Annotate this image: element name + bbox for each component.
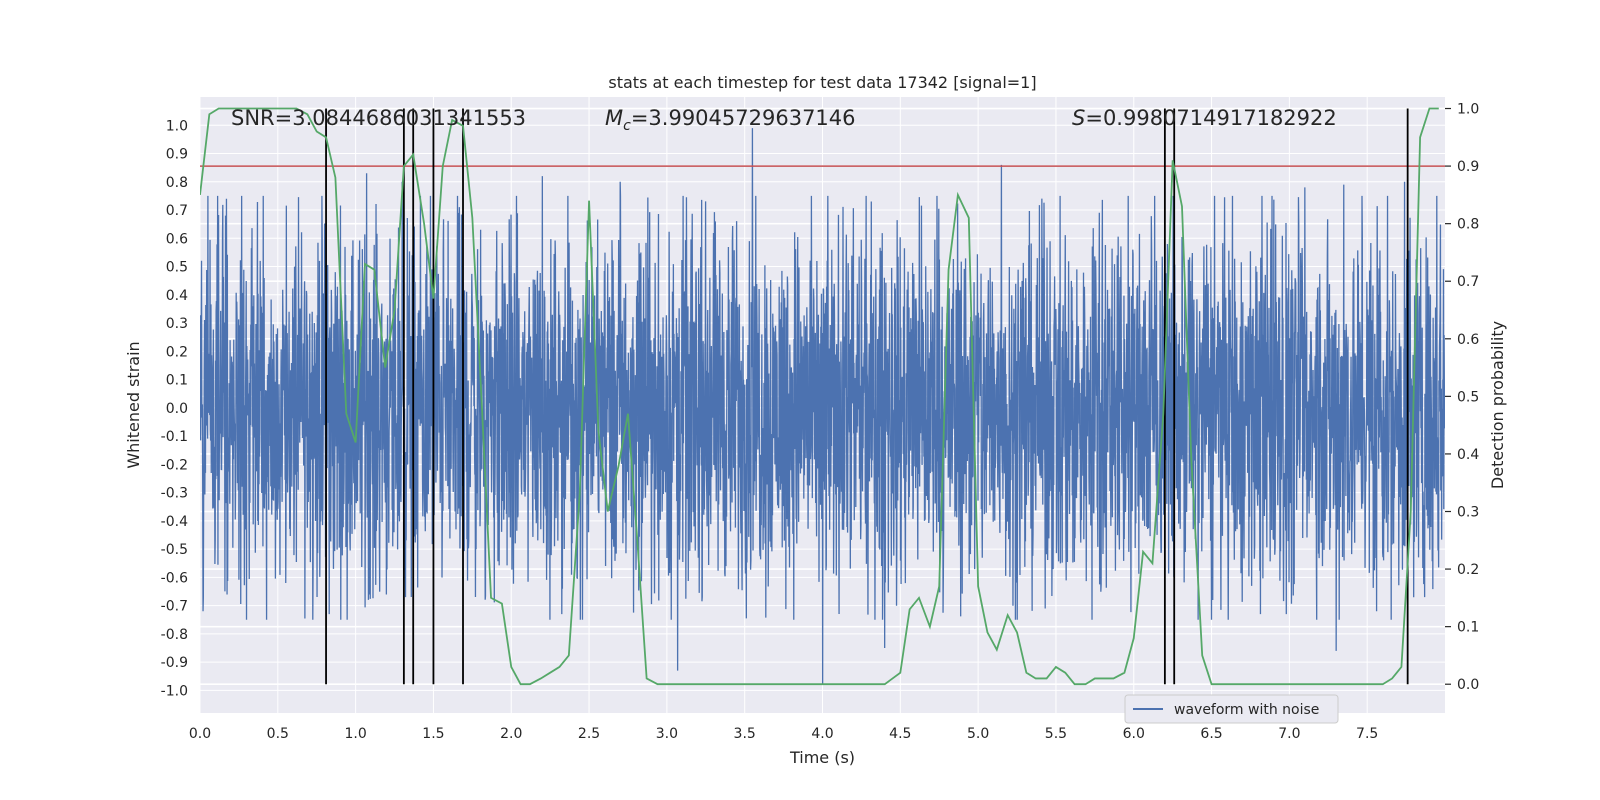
y2-tick-label: 0.4 [1457, 447, 1479, 463]
y-tick-label: -0.5 [161, 542, 188, 558]
x-tick-label: 6.0 [1123, 726, 1145, 742]
x-tick-label: 6.5 [1200, 726, 1222, 742]
y2-tick-label: 0.5 [1457, 389, 1479, 405]
legend-box [1124, 694, 1339, 724]
y2-tick-label: 0.9 [1457, 159, 1479, 175]
y-tick-label: -0.8 [161, 627, 188, 643]
y-tick-label: 0.3 [166, 316, 188, 332]
x-tick-label: 2.0 [500, 726, 522, 742]
plot-area [200, 107, 1445, 686]
y-tick-label: 1.0 [166, 118, 188, 134]
x-tick-label: 3.0 [656, 726, 678, 742]
y-tick-label: -0.3 [161, 486, 188, 502]
snr-annotation: SNR=3.0844686031341553 [231, 106, 526, 130]
y-tick-label: 0.0 [166, 401, 188, 417]
y-tick-label: 0.6 [166, 231, 188, 247]
waveform-series [200, 128, 1445, 685]
mc-value: =3.99045729637146 [631, 106, 856, 130]
y2-tick-label: 0.3 [1457, 505, 1479, 521]
y-tick-label: 0.4 [166, 288, 188, 304]
x-tick-label: 5.5 [1045, 726, 1067, 742]
x-axis-ticks: 0.0 0.5 1.0 1.5 2.0 2.5 3.0 3.5 4.0 4.5 5.0 5.5 6.0 6… [189, 726, 1378, 742]
probability-series-line [200, 107, 1439, 686]
s-value: =0.9980714917182922 [1085, 106, 1336, 130]
y-tick-label: 0.7 [166, 203, 188, 219]
x-tick-label: 0.0 [189, 726, 211, 742]
y2-tick-label: 0.7 [1457, 274, 1479, 290]
y-tick-label: -0.1 [161, 429, 188, 445]
x-tick-label: 7.5 [1356, 726, 1378, 742]
x-tick-label: 4.0 [811, 726, 833, 742]
legend: waveform with noise [1124, 694, 1339, 724]
y-tick-label: 0.2 [166, 344, 188, 360]
mc-symbol: M [605, 106, 623, 130]
y2-tick-label: 0.8 [1457, 217, 1479, 233]
y-tick-label: -1.0 [161, 683, 188, 699]
x-tick-label: 1.5 [422, 726, 444, 742]
y-tick-label: -0.9 [161, 655, 188, 671]
legend-entry-waveform: waveform with noise [1174, 702, 1319, 718]
y2-tick-label: 0.0 [1457, 677, 1479, 693]
y-tick-label: -0.4 [161, 514, 188, 530]
event-lines [325, 108, 1409, 685]
mc-subscript: c [623, 118, 631, 134]
s-annotation: S=0.9980714917182922 [1072, 106, 1337, 130]
x-tick-label: 4.5 [889, 726, 911, 742]
x-tick-label: 1.0 [344, 726, 366, 742]
y2-tick-label: 1.0 [1457, 102, 1479, 118]
y-tick-label: 0.9 [166, 147, 188, 163]
waveform-trace [200, 128, 1445, 685]
y-tick-label: 0.8 [166, 175, 188, 191]
x-tick-label: 2.5 [578, 726, 600, 742]
y-tick-label: -0.2 [161, 457, 188, 473]
x-axis-label: Time (s) [789, 748, 855, 767]
x-tick-label: 3.5 [734, 726, 756, 742]
y2-tick-label: 0.2 [1457, 562, 1479, 578]
x-tick-label: 5.0 [967, 726, 989, 742]
y-tick-label: -0.6 [161, 570, 188, 586]
y-axis-ticks: 1.0 0.9 0.8 0.7 0.6 0.5 0.4 0.3 0.2 0.1 0.0 -0.1 -0.… [161, 118, 188, 699]
y2-axis-label: Detection probability [1488, 321, 1507, 489]
y2-axis-ticks: 1.0 0.9 0.8 0.7 0.6 0.5 0.4 0.3 0.2 0.1 0.0 [1445, 102, 1479, 693]
y2-tick-label: 0.1 [1457, 620, 1479, 636]
s-symbol: S [1072, 106, 1085, 130]
chart-title: stats at each timestep for test data 173… [608, 73, 1036, 92]
x-tick-label: 7.0 [1278, 726, 1300, 742]
y2-tick-label: 0.6 [1457, 332, 1479, 348]
chirp-mass-annotation: Mc=3.99045729637146 [605, 106, 856, 134]
y-axis-label: Whitened strain [124, 341, 143, 468]
y-tick-label: 0.5 [166, 260, 188, 276]
x-tick-label: 0.5 [267, 726, 289, 742]
y-tick-label: 0.1 [166, 373, 188, 389]
y-tick-label: -0.7 [161, 599, 188, 615]
